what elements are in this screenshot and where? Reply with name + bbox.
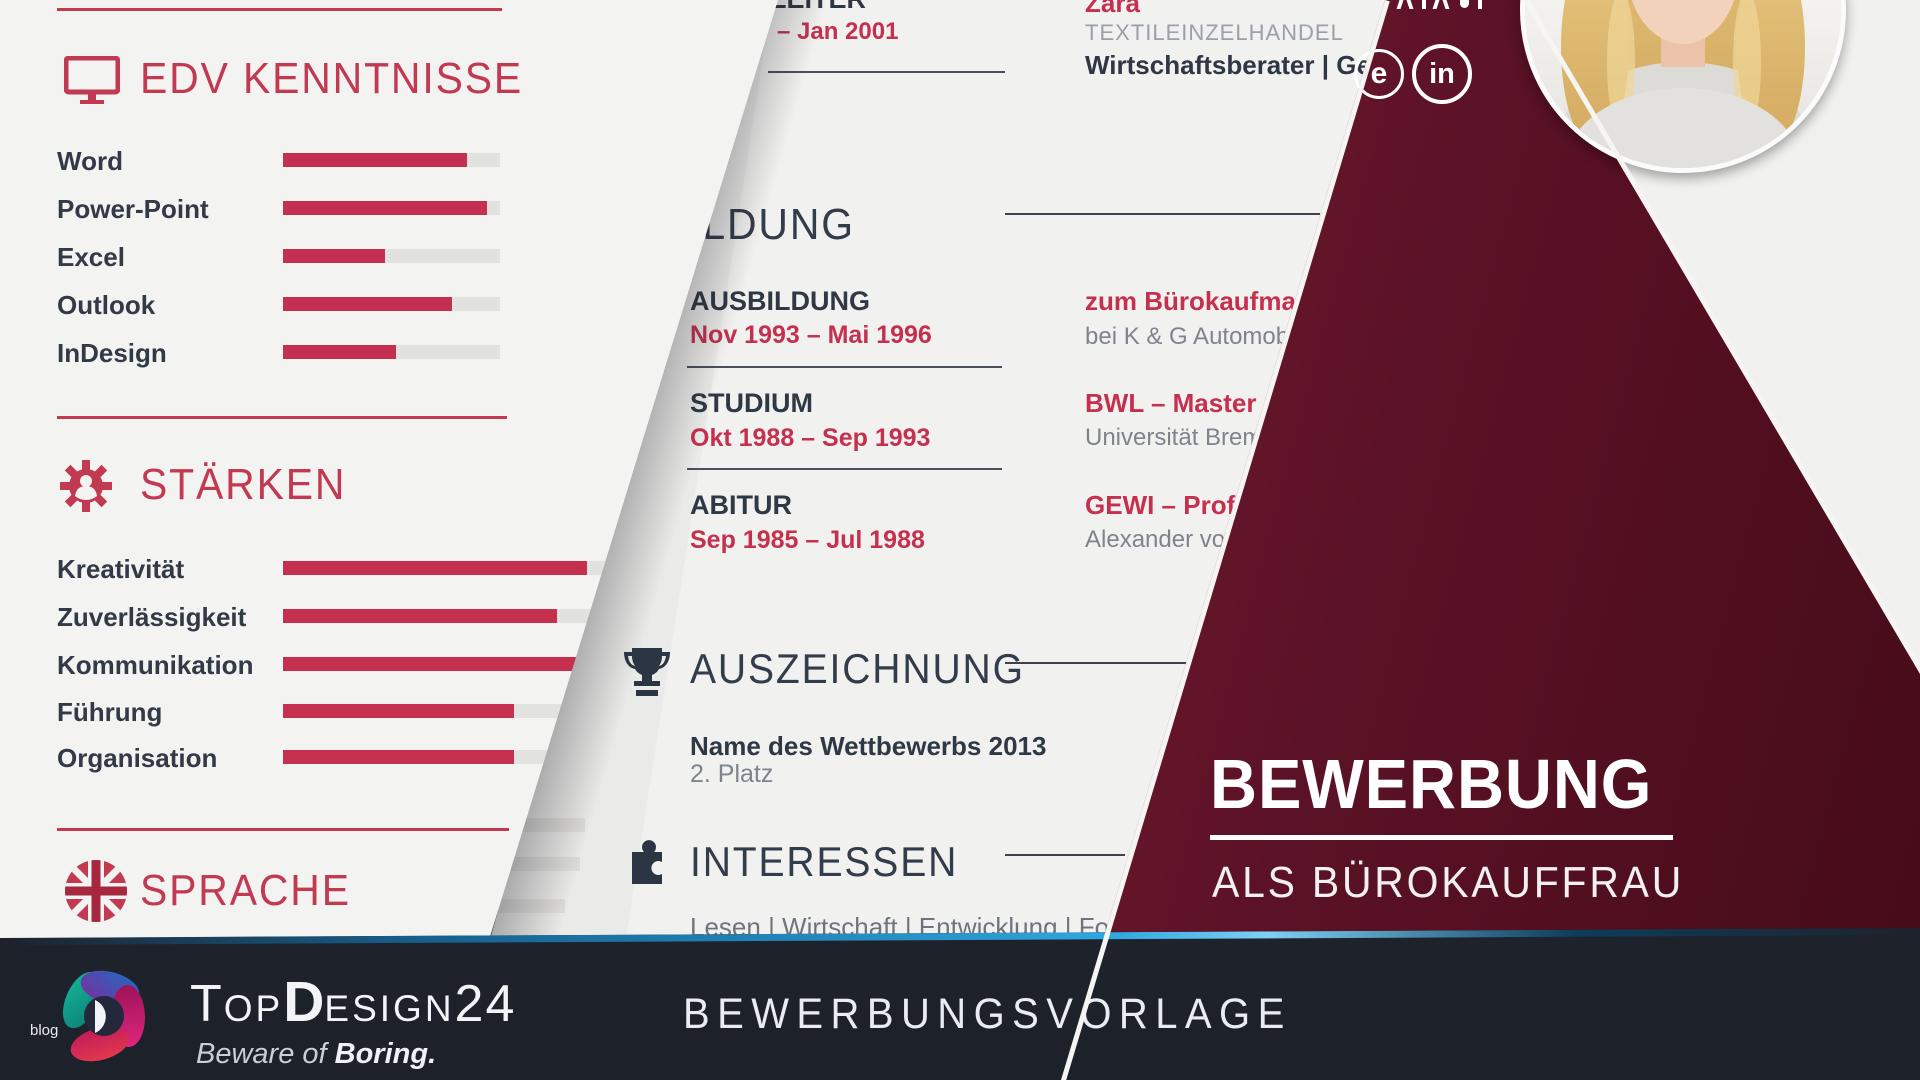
job-title-clipped: LEITER bbox=[770, 0, 866, 15]
brand-d: D bbox=[283, 970, 325, 1034]
entry-degree: GEWI – Profil bbox=[1085, 490, 1250, 520]
section-rule bbox=[1005, 662, 1320, 664]
section-title-interessen: INTERESSEN bbox=[690, 838, 959, 885]
entry-label: STUDIUM bbox=[690, 388, 813, 418]
section-rule bbox=[57, 416, 507, 419]
section-rule bbox=[1005, 213, 1320, 215]
brand-tagline: Beware of Boring. bbox=[196, 1038, 436, 1071]
skill-label: Kommunikation bbox=[57, 650, 254, 680]
skill-bar bbox=[283, 561, 613, 575]
skill-bar bbox=[283, 657, 613, 671]
skill-label: Power-Point bbox=[57, 194, 209, 224]
skill-label: Kreativität bbox=[57, 554, 185, 584]
skill-bar bbox=[283, 297, 500, 311]
skill-bar bbox=[283, 345, 500, 359]
section-rule bbox=[57, 828, 509, 831]
award-detail: 2. Platz bbox=[690, 760, 774, 788]
trophy-icon bbox=[624, 646, 670, 703]
skill-bar bbox=[283, 249, 500, 263]
gear-person-icon bbox=[58, 458, 114, 519]
entry-date: Nov 1993 – Mai 1996 bbox=[690, 321, 932, 349]
brand-24: 24 bbox=[454, 975, 517, 1033]
puzzle-icon bbox=[622, 836, 672, 891]
poster-subtitle: ALS BÜROKAUFFRAU bbox=[1212, 858, 1685, 907]
divider bbox=[687, 366, 1002, 368]
job-industry: TEXTILEINZELHANDEL bbox=[1085, 20, 1344, 45]
skill-label: InDesign bbox=[57, 338, 167, 368]
social-icon-e[interactable]: e bbox=[1354, 49, 1404, 99]
skill-bar bbox=[283, 704, 613, 718]
brand-wordmark[interactable]: TOPDESIGN24 bbox=[190, 974, 516, 1031]
section-rule bbox=[1005, 854, 1125, 856]
job-date: – Jan 2001 bbox=[777, 18, 899, 45]
skill-bar bbox=[283, 201, 500, 215]
poster-footer-label: BEWERBUNGSVORLAGE bbox=[683, 990, 1292, 1038]
section-title-sprache: SPRACHE bbox=[140, 866, 351, 915]
language-bar-remnant bbox=[500, 857, 580, 871]
award-name: Name des Wettbewerbs 2013 bbox=[690, 731, 1047, 761]
monitor-icon bbox=[63, 55, 121, 109]
divider bbox=[768, 71, 1005, 73]
brand-op: OP bbox=[223, 988, 284, 1029]
section-title-edv: EDV KENNTNISSE bbox=[140, 54, 524, 103]
skill-label: Führung bbox=[57, 697, 163, 727]
entry-date: Sep 1985 – Jul 1988 bbox=[690, 526, 925, 554]
poster-title-underline bbox=[1210, 835, 1673, 840]
skill-bar bbox=[283, 609, 613, 623]
section-title-staerken: STÄRKEN bbox=[140, 460, 347, 509]
language-bar-remnant bbox=[495, 899, 565, 913]
tagline-light: Beware of bbox=[196, 1038, 335, 1070]
divider bbox=[687, 468, 1002, 470]
section-rule-top bbox=[57, 8, 502, 11]
section-title-auszeichnung: AUSZEICHNUNG bbox=[690, 645, 1025, 692]
skill-label: Excel bbox=[57, 242, 125, 272]
entry-degree: BWL – Master of bbox=[1085, 388, 1289, 418]
skill-bar bbox=[283, 153, 500, 167]
linkedin-icon[interactable]: in bbox=[1412, 44, 1472, 104]
tagline-bold: Boring. bbox=[334, 1038, 437, 1070]
skill-label: Outlook bbox=[57, 290, 156, 320]
brand-t: T bbox=[190, 975, 224, 1033]
uk-flag-icon bbox=[64, 859, 128, 928]
entry-date: Okt 1988 – Sep 1993 bbox=[690, 424, 931, 452]
brand-esign: ESIGN bbox=[324, 988, 455, 1029]
blog-label: blog bbox=[30, 1022, 59, 1039]
entry-label: AUSBILDUNG bbox=[690, 286, 870, 316]
topdesign24-logo bbox=[48, 960, 160, 1077]
job-company: Zara bbox=[1085, 0, 1140, 18]
skill-label: Word bbox=[57, 146, 123, 176]
skill-bar bbox=[283, 750, 613, 764]
entry-label: ABITUR bbox=[690, 490, 792, 520]
poster-title: BEWERBUNG bbox=[1210, 745, 1653, 823]
entry-institution: Alexander von bbox=[1085, 526, 1239, 553]
skill-label: Organisation bbox=[57, 743, 218, 773]
skill-label: Zuverlässigkeit bbox=[57, 602, 247, 632]
entry-degree: zum Bürokaufmann bbox=[1085, 286, 1328, 316]
